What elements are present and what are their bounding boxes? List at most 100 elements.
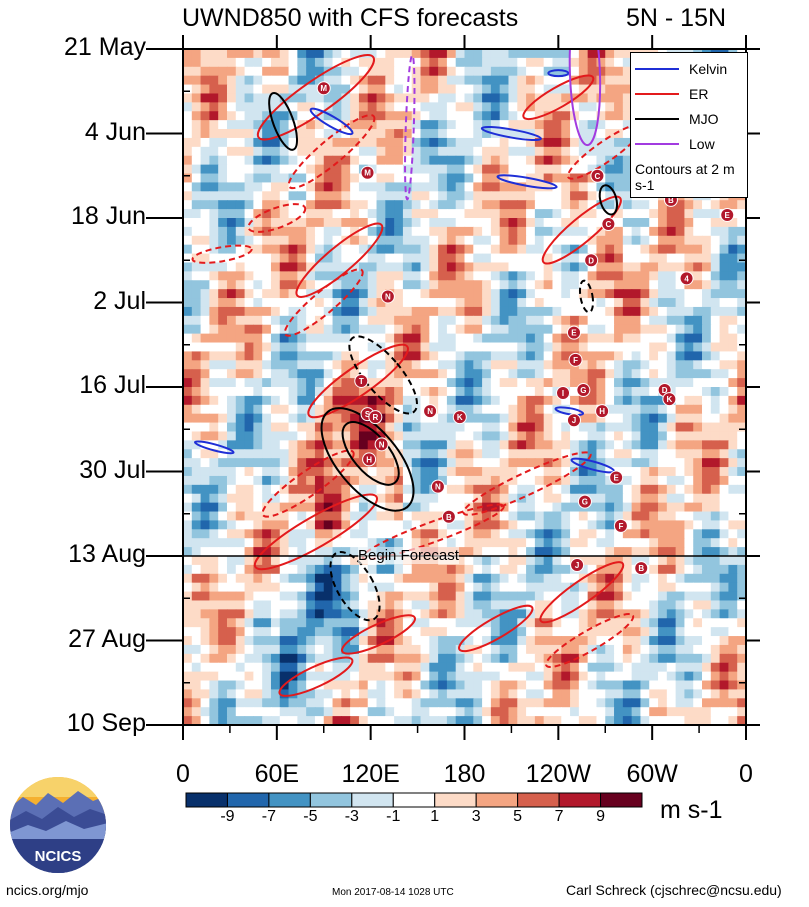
field-cell (737, 280, 746, 290)
field-cell (675, 289, 686, 299)
field-cell (218, 155, 228, 166)
field-cell (490, 458, 501, 468)
field-cell (658, 644, 668, 655)
field-cell (446, 333, 457, 344)
field-cell (526, 164, 536, 175)
field-cell (200, 164, 210, 175)
field-cell (367, 289, 378, 299)
field-cell (270, 111, 281, 121)
field-cell (218, 351, 228, 361)
field-cell (534, 360, 545, 370)
field-cell (561, 129, 571, 139)
storm-symbol (679, 271, 694, 286)
field-cell (297, 716, 307, 725)
field-cell (473, 137, 483, 148)
field-cell (270, 306, 281, 317)
field-cell (394, 502, 404, 513)
field-cell (218, 440, 228, 450)
field-cell (235, 120, 246, 130)
field-cell (367, 600, 378, 610)
field-cell (411, 191, 422, 201)
field-cell (596, 191, 606, 201)
field-cell (464, 609, 474, 619)
field-cell (543, 502, 554, 513)
field-cell (614, 226, 624, 237)
field-cell (693, 360, 703, 370)
field-cell (253, 529, 263, 539)
field-cell (218, 707, 228, 717)
field-cell (605, 66, 615, 77)
field-cell (482, 102, 492, 112)
field-cell (262, 404, 272, 415)
field-cell (666, 342, 677, 353)
field-cell (640, 378, 650, 388)
field-cell (640, 351, 650, 361)
field-cell (438, 155, 448, 166)
field-cell (200, 84, 210, 95)
field-cell (341, 431, 351, 441)
field-cell (209, 387, 219, 397)
field-cell (552, 253, 562, 264)
field-cell (438, 129, 448, 139)
field-cell (684, 333, 694, 344)
field-cell (332, 182, 342, 192)
field-cell (552, 493, 562, 504)
field-cell (464, 57, 474, 68)
field-cell (517, 582, 527, 593)
field-cell (561, 467, 571, 477)
field-cell (226, 458, 237, 468)
field-cell (446, 191, 457, 201)
field-cell (226, 644, 237, 655)
field-cell (675, 324, 686, 335)
field-cell (534, 164, 545, 175)
field-cell (279, 218, 290, 228)
field-cell (341, 191, 351, 201)
field-cell (438, 698, 448, 708)
field-cell (605, 333, 615, 344)
field-cell (385, 404, 395, 415)
field-cell (684, 360, 694, 370)
field-cell (464, 253, 474, 264)
field-cell (499, 164, 510, 175)
field-cell (314, 235, 325, 246)
field-cell (279, 636, 290, 646)
field-cell (323, 209, 334, 219)
field-cell (297, 707, 307, 717)
field-cell (561, 644, 571, 655)
field-cell (587, 271, 598, 281)
field-cell (649, 449, 659, 459)
field-cell (411, 378, 422, 388)
field-cell (526, 191, 536, 201)
field-cell (446, 360, 457, 370)
field-cell (517, 609, 527, 619)
field-cell (402, 627, 413, 637)
field-cell (411, 502, 422, 513)
er-contour (283, 268, 364, 337)
field-cell (666, 600, 677, 610)
field-cell (570, 235, 580, 246)
field-cell (517, 66, 527, 77)
field-cell (499, 449, 510, 459)
field-cell (702, 591, 712, 602)
field-cell (675, 226, 686, 237)
field-cell (297, 653, 307, 664)
field-cell (605, 93, 615, 103)
field-cell (543, 146, 554, 157)
field-cell (314, 351, 325, 361)
field-cell (209, 467, 219, 477)
field-cell (385, 111, 395, 121)
field-cell (235, 582, 246, 593)
field-cell (675, 351, 686, 361)
field-cell (684, 707, 694, 717)
field-cell (323, 226, 334, 237)
field-cell (244, 342, 254, 353)
field-cell (693, 244, 703, 255)
field-cell (693, 627, 703, 637)
field-cell (490, 244, 501, 255)
field-cell (552, 440, 562, 450)
field-cell (482, 111, 492, 121)
field-cell (570, 600, 580, 610)
field-cell (658, 627, 668, 637)
field-cell (297, 191, 307, 201)
field-cell (596, 484, 606, 495)
